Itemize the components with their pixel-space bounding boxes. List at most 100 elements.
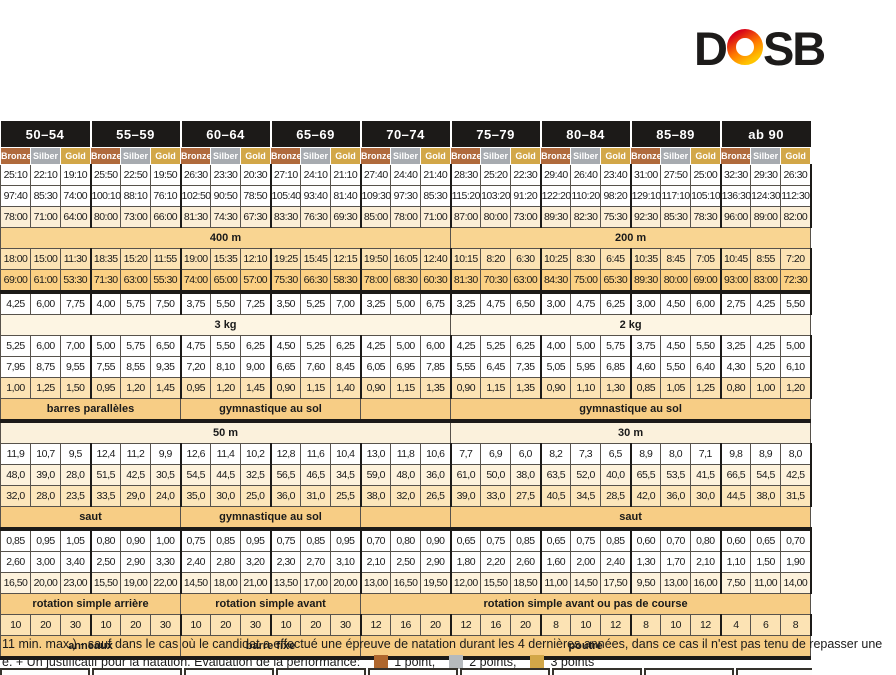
data-cell: 8,55 [120,356,151,378]
data-cell: 32,5 [240,464,272,486]
data-cell: 9,8 [719,443,752,465]
data-cell: 78:00 [359,269,392,294]
data-cell: 5,50 [780,291,812,315]
next-table-cell-edge [460,668,550,675]
age-group-header: 60–64 [179,121,271,148]
data-cell: 105:10 [690,185,722,207]
data-cell: 32,0 [0,485,31,507]
data-cell: 53,5 [660,464,692,486]
data-cell: 1,00 [0,377,31,399]
data-cell: 1,35 [510,377,542,399]
data-cell: 1,15 [390,377,422,399]
data-cell: 1,30 [600,377,632,399]
data-cell: 85:30 [30,185,61,207]
data-cell: 7,25 [240,291,272,315]
data-cell: 16,50 [0,572,31,594]
data-cell: 2,40 [179,551,212,573]
data-cell: 85:30 [660,206,692,228]
data-cell: 19:50 [359,248,392,270]
discipline-span-empty [360,506,452,531]
data-cell: 6,75 [420,291,452,315]
data-cell: 0,85 [510,528,542,552]
data-cell: 6,25 [240,335,272,357]
data-cell: 10 [269,614,302,636]
footer-note-line2-text: e. + Un justificatif pour la natation. E… [2,655,361,669]
data-cell: 55:30 [149,269,182,294]
data-cell: 8,9 [750,443,782,465]
data-cell: 9,00 [240,356,272,378]
discipline-span-label: rotation simple arrière [0,593,182,615]
data-cell: 13,00 [359,572,392,594]
data-cell: 0,65 [449,528,482,552]
data-cell: 16 [480,614,512,636]
data-cell: 85:00 [359,206,392,228]
data-cell: 39,0 [449,485,482,507]
data-cell: 65:30 [600,269,632,294]
data-cell: 2,90 [120,551,151,573]
data-cell: 19,00 [120,572,151,594]
data-cell: 82:30 [570,206,602,228]
data-cell: 97:40 [0,185,31,207]
discipline-span-label: 3 kg [0,314,452,336]
data-cell: 8,75 [30,356,61,378]
discipline-span-label: rotation simple avant [180,593,362,615]
data-cell: 8,2 [539,443,572,465]
data-cell: 0,60 [629,528,662,552]
data-cell: 5,00 [780,335,812,357]
medal-header-gold: Gold [600,147,632,165]
data-cell: 21:10 [330,164,362,186]
data-cell: 36,0 [660,485,692,507]
data-cell: 11,00 [750,572,782,594]
data-cell: 8:30 [570,248,602,270]
data-cell: 25:50 [89,164,121,186]
data-cell: 17,50 [600,572,632,594]
data-cell: 78:50 [240,185,272,207]
data-cell: 6,00 [420,335,452,357]
data-cell: 3,20 [240,551,272,573]
data-cell: 46,5 [300,464,332,486]
data-cell: 2,80 [210,551,242,573]
data-cell: 32:30 [719,164,752,186]
data-cell: 102:50 [179,185,211,207]
data-cell: 1,00 [149,528,182,552]
data-cell: 6,9 [480,443,512,465]
data-cell: 8,45 [330,356,362,378]
data-cell: 92:30 [629,206,662,228]
data-cell: 28,5 [600,485,632,507]
data-cell: 3,10 [330,551,362,573]
data-cell: 6:30 [510,248,542,270]
age-group-header: 50–54 [0,121,91,148]
data-cell: 15,50 [89,572,121,594]
data-cell: 3,50 [269,291,302,315]
data-cell: 5,25 [480,335,512,357]
next-table-cell-edge [276,668,366,675]
data-cell: 33,5 [89,485,121,507]
discipline-span-label: barres parallèles [0,398,182,423]
data-cell: 18,00 [210,572,242,594]
medal-header-silber: Silber [30,147,61,165]
data-cell: 15:20 [120,248,151,270]
data-cell: 0,90 [359,377,392,399]
data-cell: 89:30 [629,269,662,294]
data-cell: 11,8 [390,443,422,465]
data-cell: 2,10 [359,551,392,573]
data-cell: 4,25 [0,291,31,315]
data-cell: 6,25 [600,291,632,315]
data-cell: 2,00 [570,551,602,573]
data-cell: 82:00 [780,206,812,228]
data-cell: 5,00 [570,335,602,357]
data-cell: 25:10 [0,164,31,186]
data-cell: 10,7 [30,443,61,465]
data-cell: 15:00 [30,248,61,270]
data-cell: 15,50 [480,572,512,594]
data-cell: 19:25 [269,248,302,270]
legend-1-point-label: 1 point, [394,655,436,669]
data-cell: 100:10 [89,185,121,207]
data-cell: 9,5 [60,443,91,465]
data-cell: 25,5 [330,485,362,507]
data-cell: 11:55 [149,248,182,270]
legend-1-point-swatch [374,655,389,669]
data-cell: 38,0 [359,485,392,507]
medal-header-gold: Gold [149,147,182,165]
data-cell: 42,5 [780,464,812,486]
